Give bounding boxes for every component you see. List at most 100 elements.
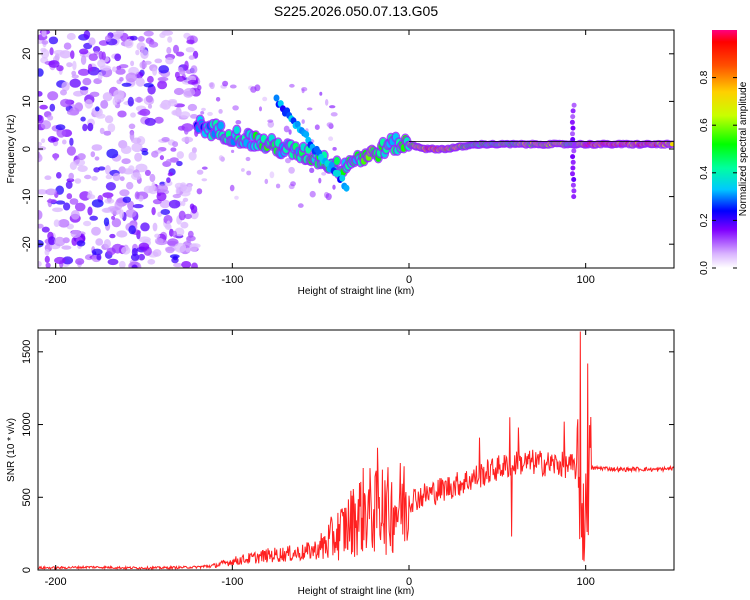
noise-blob [137, 110, 147, 116]
noise-blob [157, 76, 169, 82]
noise-blob [200, 111, 205, 115]
noise-blob [104, 115, 114, 124]
noise-blob [151, 150, 159, 158]
noise-blob [48, 236, 56, 246]
noise-blob [124, 38, 134, 49]
noise-blob [207, 111, 213, 116]
noise-blob [58, 219, 70, 228]
noise-blob [143, 30, 154, 37]
noise-blob [128, 165, 135, 173]
snr-xlabel: Height of straight line (km) [298, 586, 415, 597]
noise-blob [250, 86, 257, 93]
noise-blob [156, 192, 167, 202]
noise-blob [321, 172, 327, 176]
noise-blob [196, 188, 203, 195]
noise-blob [127, 200, 135, 210]
noise-blob [262, 96, 268, 102]
noise-blob [80, 116, 86, 122]
colorbar-label: Normalized spectral amplitude [738, 81, 749, 216]
noise-blob [147, 259, 156, 265]
noise-blob [148, 41, 159, 48]
noise-blob [116, 230, 128, 238]
noise-blob [288, 166, 295, 174]
noise-blob [109, 233, 116, 239]
noise-blob [191, 262, 198, 268]
noise-blob [180, 221, 189, 229]
noise-blob [117, 199, 124, 204]
noise-blob [38, 141, 42, 147]
noise-blob [131, 142, 143, 153]
noise-blob [117, 110, 127, 118]
noise-blob [314, 124, 320, 130]
noise-blob [232, 105, 239, 111]
noise-blob [154, 116, 164, 124]
noise-blob [147, 104, 153, 109]
noise-blob [99, 127, 105, 135]
noise-blob [125, 72, 138, 83]
noise-blob [189, 243, 199, 252]
noise-blob [73, 159, 86, 167]
noise-blob [181, 136, 194, 143]
noise-blob [332, 184, 336, 190]
noise-blob [218, 155, 224, 161]
ridge-cell [294, 120, 301, 128]
noise-blob [152, 222, 158, 232]
noise-blob [91, 144, 103, 151]
noise-blob [147, 75, 154, 84]
noise-blob [166, 220, 171, 229]
noise-blob [161, 137, 170, 142]
noise-blob [288, 129, 292, 135]
noise-blob [119, 209, 124, 219]
noise-blob [106, 148, 119, 159]
spectrogram-xlabel: Height of straight line (km) [298, 286, 415, 297]
noise-blob [103, 130, 112, 136]
noise-blob [154, 233, 161, 238]
streak-cell [571, 148, 577, 154]
noise-blob [131, 137, 142, 144]
noise-blob [94, 156, 100, 161]
noise-blob [196, 169, 204, 175]
noise-blob [309, 190, 316, 198]
noise-blob [197, 84, 202, 91]
noise-blob [87, 206, 93, 216]
streak-cell [569, 119, 575, 125]
noise-blob [89, 215, 98, 221]
noise-blob [173, 262, 183, 268]
x-tick-label: 0 [406, 576, 412, 588]
ridge-cell [669, 142, 674, 147]
noise-blob [163, 214, 173, 225]
noise-blob [90, 151, 96, 158]
noise-blob [119, 189, 130, 197]
noise-blob [139, 61, 148, 69]
noise-blob [53, 49, 65, 55]
snr-ylabel: SNR (10 * v/v) [6, 418, 17, 482]
noise-blob [91, 199, 104, 208]
noise-blob [44, 249, 50, 256]
noise-blob [319, 91, 323, 96]
noise-blob [275, 183, 281, 189]
noise-blob [74, 202, 86, 212]
noise-blob [38, 68, 44, 77]
noise-blob [78, 68, 90, 76]
noise-blob [301, 88, 305, 94]
noise-blob [172, 230, 178, 238]
noise-blob [134, 152, 143, 162]
noise-blob [128, 225, 136, 235]
noise-blob [145, 95, 153, 103]
noise-blob [67, 109, 79, 116]
noise-blob [48, 36, 59, 45]
streak-cell [571, 194, 577, 200]
noise-blob [60, 89, 67, 96]
noise-blob [130, 112, 136, 118]
noise-blob [166, 46, 172, 55]
noise-blob [172, 255, 178, 261]
noise-blob [174, 71, 180, 79]
noise-blob [229, 84, 237, 89]
noise-blob [135, 163, 148, 173]
noise-blob [53, 219, 60, 227]
noise-blob [97, 59, 106, 68]
noise-blob [52, 207, 63, 213]
noise-blob [70, 229, 82, 239]
noise-blob [44, 175, 52, 180]
